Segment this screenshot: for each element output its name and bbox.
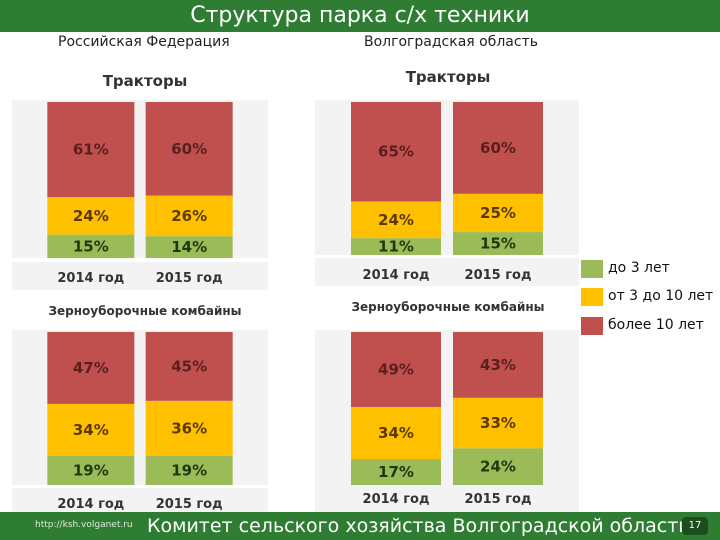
x-tick-label: 2014 год — [363, 492, 430, 507]
data-label: 14% — [171, 238, 207, 256]
data-label: 60% — [480, 139, 516, 157]
legend-item-under-3: до 3 лет — [581, 258, 720, 280]
legend-item-3-to-10: от 3 до 10 лет — [581, 286, 720, 308]
bar-segment — [47, 332, 135, 404]
bar-segment — [145, 102, 233, 196]
data-label: 45% — [171, 357, 207, 375]
data-label: 24% — [378, 211, 414, 229]
region-label-russia: Российская Федерация — [58, 34, 230, 50]
data-label: 15% — [73, 237, 109, 255]
bar-segment — [47, 102, 135, 198]
legend-swatch-under-3 — [581, 260, 603, 278]
title-bar: Структура парка с/х техники — [0, 0, 720, 32]
x-tick-label: 2014 год — [57, 271, 124, 286]
region-label-volgograd: Волгоградская область — [364, 34, 538, 50]
bar-segment — [453, 102, 543, 194]
bar-segment — [47, 197, 135, 235]
x-tick-label: 2014 год — [57, 497, 124, 512]
bar-segment — [453, 232, 543, 255]
bar-segment — [351, 458, 441, 485]
x-tick-label: 2014 год — [363, 268, 430, 283]
data-label: 26% — [171, 207, 207, 225]
data-label: 34% — [73, 421, 109, 439]
bar-segment — [453, 332, 543, 398]
legend-item-over-10: более 10 лет — [581, 315, 720, 337]
data-label: 19% — [73, 461, 109, 479]
legend-label: до 3 лет — [608, 260, 670, 276]
data-label: 34% — [378, 424, 414, 442]
data-label: 15% — [480, 235, 516, 253]
chart-title: Зерноуборочные комбайны — [49, 304, 242, 318]
bar-segment — [145, 400, 233, 456]
x-tick-label: 2015 год — [465, 492, 532, 507]
bar-segment — [47, 455, 135, 485]
bar-segment — [351, 332, 441, 407]
data-label: 60% — [171, 140, 207, 158]
axis-band — [315, 484, 579, 512]
bar-segment — [453, 193, 543, 233]
bar-segment — [453, 448, 543, 485]
legend-label: от 3 до 10 лет — [608, 288, 714, 304]
bar-segment — [351, 201, 441, 239]
data-label: 36% — [171, 419, 207, 437]
x-tick-label: 2015 год — [156, 271, 223, 286]
legend-swatch-over-10 — [581, 317, 603, 335]
data-label: 19% — [171, 461, 207, 479]
axis-band — [315, 258, 579, 286]
data-label: 24% — [73, 207, 109, 225]
chart-title: Тракторы — [406, 68, 491, 86]
axis-band — [12, 262, 268, 290]
bar-segment — [351, 238, 441, 255]
bar-segment — [145, 236, 233, 258]
chart-title: Тракторы — [103, 72, 188, 90]
footer-url-link[interactable]: http://ksh.volganet.ru — [35, 520, 133, 530]
data-label: 43% — [480, 356, 516, 374]
bar-segment — [351, 406, 441, 459]
bar-segment — [47, 403, 135, 456]
chart-panel-2: Зерноуборочные комбайны 19% 34% 47% 2014 год… — [12, 304, 268, 516]
slide-title: Структура парка с/х техники — [190, 3, 530, 28]
data-label: 49% — [378, 360, 414, 378]
legend-label: более 10 лет — [608, 317, 704, 333]
axis-band — [12, 488, 268, 516]
footer-bar: http://ksh.volganet.ru Комитет сельского… — [0, 512, 720, 540]
bar-segment — [145, 332, 233, 401]
chart-panel-0: Тракторы 15% 24% 61% 2014 год 14% 26% 60% 2015 г… — [12, 72, 268, 290]
data-label: 25% — [480, 204, 516, 222]
chart-panel-1: Тракторы 11% 24% 65% 2014 год 15% 25% 60% 2015 г… — [315, 68, 579, 286]
bar-segment — [145, 455, 233, 485]
x-tick-label: 2015 год — [465, 268, 532, 283]
x-tick-label: 2015 год — [156, 497, 223, 512]
data-label: 24% — [480, 458, 516, 476]
data-label: 65% — [378, 143, 414, 161]
bar-segment — [47, 234, 135, 258]
chart-title: Зерноуборочные комбайны — [352, 300, 545, 314]
data-label: 47% — [73, 359, 109, 377]
bar-segment — [145, 195, 233, 237]
data-label: 33% — [480, 414, 516, 432]
bar-segment — [351, 102, 441, 202]
data-label: 17% — [378, 463, 414, 481]
legend-swatch-3-to-10 — [581, 288, 603, 306]
data-label: 11% — [378, 238, 414, 256]
bar-segment — [453, 397, 543, 449]
page-number-badge: 17 — [682, 517, 708, 535]
footer-organization: Комитет сельского хозяйства Волгоградско… — [147, 515, 691, 537]
data-label: 61% — [73, 141, 109, 159]
chart-panel-3: Зерноуборочные комбайны 17% 34% 49% 2014 год… — [315, 300, 579, 512]
